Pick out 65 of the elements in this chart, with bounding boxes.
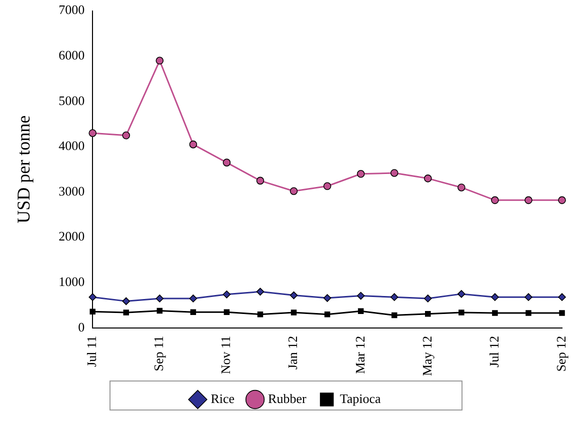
point bbox=[356, 170, 365, 178]
point bbox=[491, 293, 499, 302]
point bbox=[224, 309, 230, 315]
y-tick-label: 1000 bbox=[58, 274, 85, 290]
point bbox=[190, 309, 196, 315]
legend-label: Tapioca bbox=[340, 390, 382, 406]
y-tick-label: 6000 bbox=[58, 48, 85, 63]
point bbox=[222, 290, 231, 298]
point bbox=[524, 293, 532, 302]
point bbox=[491, 196, 499, 204]
point bbox=[358, 308, 364, 314]
point bbox=[558, 196, 566, 204]
point bbox=[90, 308, 96, 314]
x-tick-label: Sep 12 bbox=[553, 336, 568, 372]
y-tick-label: 7000 bbox=[58, 2, 85, 18]
point bbox=[526, 310, 532, 316]
point bbox=[222, 158, 231, 166]
point bbox=[390, 293, 398, 302]
point bbox=[425, 311, 431, 317]
point bbox=[324, 311, 330, 318]
point bbox=[492, 310, 498, 316]
point bbox=[256, 176, 264, 185]
point bbox=[458, 310, 464, 316]
point bbox=[88, 129, 96, 138]
point bbox=[391, 312, 398, 318]
point bbox=[122, 131, 130, 140]
point bbox=[290, 291, 298, 300]
point bbox=[458, 184, 466, 192]
legend-label: Rice bbox=[210, 390, 235, 406]
point bbox=[156, 56, 164, 65]
point bbox=[424, 294, 432, 302]
point bbox=[458, 290, 466, 298]
point bbox=[558, 293, 566, 302]
point bbox=[559, 310, 565, 316]
point bbox=[290, 187, 298, 196]
y-axis-title: USD per tonne bbox=[14, 115, 34, 224]
point bbox=[524, 196, 532, 204]
point bbox=[88, 293, 96, 302]
y-tick-label: 0 bbox=[78, 319, 85, 334]
y-tick-label: 5000 bbox=[58, 92, 85, 108]
x-tick-label: Jan 12 bbox=[285, 336, 300, 370]
point bbox=[323, 294, 332, 302]
x-tick-label: Sep 11 bbox=[151, 336, 166, 372]
point bbox=[189, 140, 198, 148]
point bbox=[257, 311, 264, 318]
legend-label: Rubber bbox=[268, 390, 307, 406]
x-tick-label: Nov 11 bbox=[218, 336, 234, 374]
point bbox=[122, 297, 130, 306]
point bbox=[156, 294, 164, 302]
x-tick-label: Jul 12 bbox=[486, 336, 502, 368]
point bbox=[290, 310, 297, 316]
y-tick-label: 2000 bbox=[58, 228, 85, 244]
x-tick-label: May 12 bbox=[419, 336, 434, 376]
point bbox=[356, 292, 365, 300]
point bbox=[156, 308, 163, 314]
y-tick-label: 4000 bbox=[58, 138, 85, 154]
point bbox=[123, 310, 130, 316]
point bbox=[323, 182, 332, 190]
point bbox=[390, 169, 398, 177]
point bbox=[189, 294, 198, 302]
point bbox=[424, 174, 432, 182]
point bbox=[256, 288, 264, 296]
x-tick-label: Jul 11 bbox=[84, 336, 100, 367]
y-tick-label: 3000 bbox=[58, 183, 85, 198]
x-tick-label: Mar 12 bbox=[352, 336, 368, 374]
